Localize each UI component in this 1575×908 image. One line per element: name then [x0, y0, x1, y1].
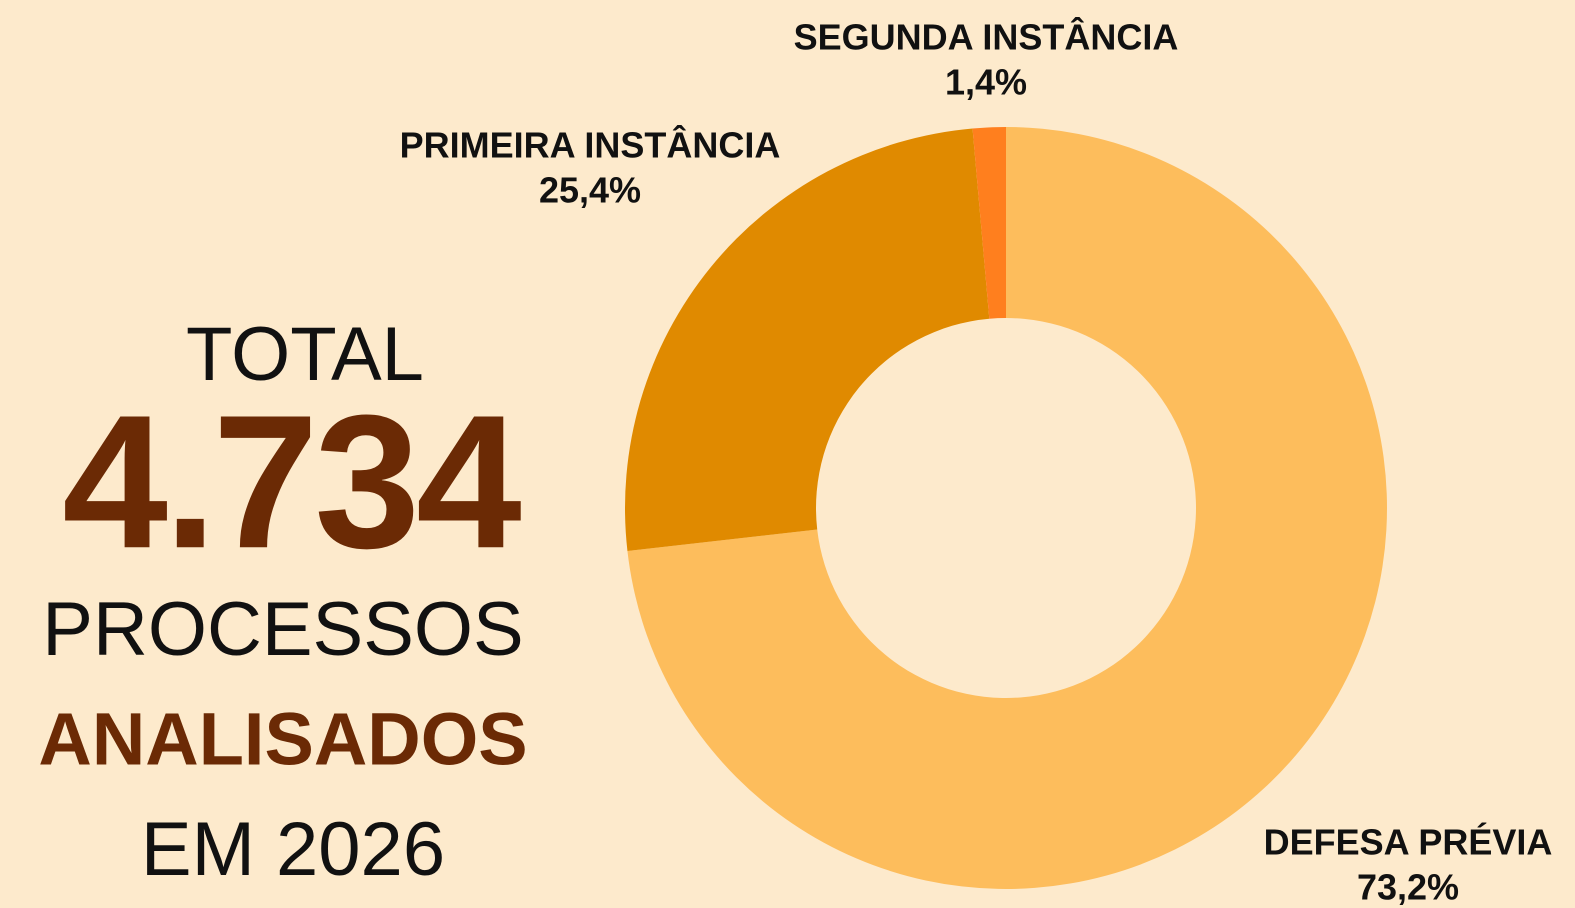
annotation-processos: PROCESSOS: [42, 587, 523, 672]
donut-segment: [625, 128, 990, 551]
donut-segment: [627, 127, 1387, 889]
annotation-analisados: ANALISADOS: [38, 698, 527, 781]
annotation-number: 4.734: [62, 376, 521, 588]
annotation-year: EM 2026: [141, 807, 445, 892]
segment-value-label: 73,2%: [1357, 867, 1459, 908]
segment-label: SEGUNDA INSTÂNCIA: [794, 16, 1179, 58]
annotation-total: TOTAL: [186, 312, 424, 397]
segment-value-label: 25,4%: [539, 170, 641, 211]
segment-label: PRIMEIRA INSTÂNCIA: [400, 124, 781, 166]
donut-segment: [972, 127, 1006, 319]
segment-value-label: 1,4%: [945, 62, 1027, 103]
segment-label: DEFESA PRÉVIA: [1264, 822, 1553, 863]
